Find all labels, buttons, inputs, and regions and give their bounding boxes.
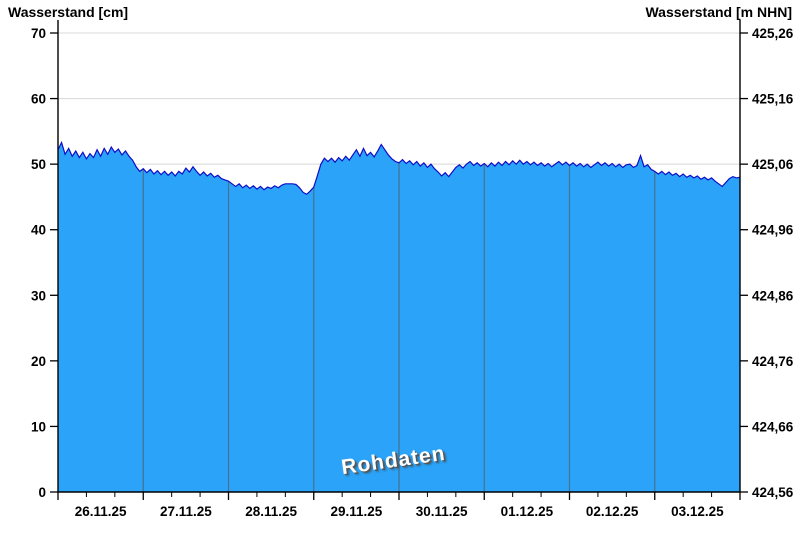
- left-tick-label-10: 10: [31, 419, 46, 434]
- left-tick-label-0: 0: [38, 485, 46, 500]
- left-axis-title: Wasserstand [cm]: [8, 4, 129, 20]
- right-tick-label-6: 425,16: [752, 92, 794, 107]
- left-axis-ticks: 0 10 20 30 40 50 60 70: [31, 26, 58, 500]
- right-tick-label-0: 424,56: [752, 485, 794, 500]
- left-tick-label-50: 50: [31, 157, 46, 172]
- x-day-label-6: 02.12.25: [586, 504, 639, 519]
- right-tick-label-5: 425,06: [752, 157, 794, 172]
- x-day-label-0: 26.11.25: [75, 504, 127, 519]
- right-tick-label-2: 424,76: [752, 354, 794, 369]
- x-day-label-2: 28.11.25: [245, 504, 297, 519]
- right-tick-label-7: 425,26: [752, 26, 794, 41]
- left-tick-label-60: 60: [31, 92, 46, 107]
- right-tick-label-1: 424,66: [752, 419, 794, 434]
- x-day-label-1: 27.11.25: [160, 504, 212, 519]
- right-axis-title: Wasserstand [m NHN]: [645, 4, 792, 20]
- right-tick-label-4: 424,96: [752, 223, 794, 238]
- left-tick-label-70: 70: [31, 26, 46, 41]
- x-day-label-4: 30.11.25: [416, 504, 468, 519]
- x-axis-ticks: 26.11.25 27.11.25 28.11.25 29.11.25 30.11.25…: [57, 492, 741, 519]
- right-axis-ticks: 424,56 424,66 424,76 424,86 424,96 425,06 425,…: [740, 26, 794, 500]
- left-tick-label-40: 40: [31, 223, 46, 238]
- left-tick-label-30: 30: [31, 288, 46, 303]
- day-boundary-lines: [142, 142, 656, 492]
- x-day-label-3: 29.11.25: [330, 504, 382, 519]
- left-tick-label-20: 20: [31, 354, 46, 369]
- x-day-label-7: 03.12.25: [671, 504, 724, 519]
- water-level-line: [57, 140, 741, 196]
- x-day-label-5: 01.12.25: [501, 504, 554, 519]
- right-tick-label-3: 424,86: [752, 288, 794, 303]
